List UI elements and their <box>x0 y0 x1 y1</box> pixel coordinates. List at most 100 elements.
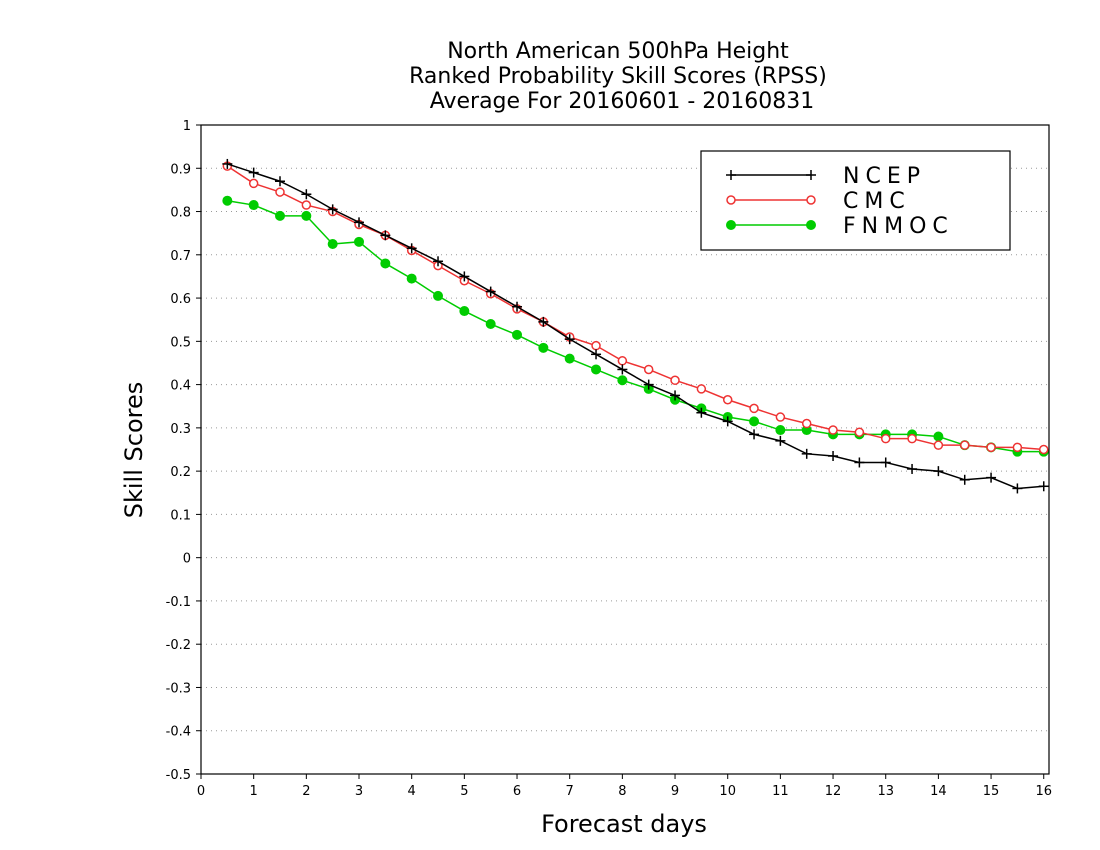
data-point-ncep <box>1038 481 1049 492</box>
legend-item-fnmoc: FNMOC <box>726 214 954 239</box>
x-tick-label: 1 <box>250 784 258 799</box>
y-tick-label: -0.4 <box>166 725 191 740</box>
x-tick-label: 7 <box>566 784 574 799</box>
data-point-fnmoc <box>749 416 760 427</box>
x-tick-label: 9 <box>671 784 679 799</box>
data-point-fnmoc <box>248 200 259 211</box>
data-point-fnmoc <box>933 431 944 442</box>
data-point-cmc <box>933 440 944 450</box>
y-tick-label: -0.2 <box>166 638 191 653</box>
data-point-cmc <box>617 356 628 366</box>
data-point-cmc <box>959 440 970 450</box>
data-point-fnmoc <box>775 425 786 436</box>
x-tick-label: 4 <box>408 784 416 799</box>
x-tick-label: 16 <box>1035 784 1052 799</box>
series-cmc <box>222 161 1049 455</box>
data-point-ncep <box>828 450 839 461</box>
x-tick-label: 6 <box>513 784 521 799</box>
data-point-cmc <box>749 403 759 414</box>
data-point-fnmoc <box>538 342 549 353</box>
legend-item-ncep: NCEP <box>726 164 926 189</box>
data-point-cmc <box>591 340 601 351</box>
axis-ticks: -0.5 -0.4 -0.3 -0.2 -0.1 0 0.1 0.2 0.3 0.4 0.5 0.6 0… <box>166 119 1052 799</box>
y-tick-label: 0.8 <box>170 206 191 221</box>
y-tick-label: 0.1 <box>170 508 191 523</box>
data-point-cmc <box>854 427 865 437</box>
data-point-ncep <box>749 429 760 440</box>
y-tick-label: 0.3 <box>170 422 191 437</box>
data-point-ncep <box>406 243 417 254</box>
x-tick-label: 11 <box>772 784 789 799</box>
data-point-cmc <box>275 187 285 197</box>
y-tick-label: 0.7 <box>170 249 191 264</box>
x-tick-label: 15 <box>983 784 1000 799</box>
legend-marker-cmc <box>726 195 736 205</box>
data-point-ncep <box>880 457 891 468</box>
y-axis-label: Skill Scores <box>120 382 148 519</box>
data-point-ncep <box>485 286 496 297</box>
data-point-fnmoc <box>617 375 628 386</box>
legend-label-fnmoc: FNMOC <box>843 214 954 239</box>
y-tick-label: 0.6 <box>170 292 191 307</box>
data-point-cmc <box>248 178 259 189</box>
chart-title-line-2: Ranked Probability Skill Scores (RPSS) <box>409 64 827 89</box>
data-point-ncep <box>301 189 312 200</box>
data-point-ncep <box>222 158 233 169</box>
data-point-cmc <box>880 433 891 444</box>
data-point-cmc <box>722 394 733 405</box>
legend-label-cmc: CMC <box>843 189 911 214</box>
plot-frame <box>200 124 1050 775</box>
series-fnmoc <box>222 195 1049 457</box>
series-ncep <box>222 158 1049 494</box>
y-tick-label: -0.1 <box>166 595 191 610</box>
data-point-fnmoc <box>564 353 575 364</box>
legend-marker-cmc <box>806 195 816 205</box>
x-tick-label: 8 <box>618 784 626 799</box>
data-point-cmc <box>1038 444 1049 455</box>
y-tick-label: -0.3 <box>166 681 191 696</box>
data-point-fnmoc <box>354 236 365 247</box>
data-point-fnmoc <box>459 306 470 317</box>
data-point-ncep <box>907 463 918 474</box>
x-tick-label: 0 <box>197 784 205 799</box>
data-point-ncep <box>248 167 259 178</box>
x-tick-label: 10 <box>719 784 736 799</box>
data-point-fnmoc <box>327 238 338 249</box>
x-tick-label: 2 <box>302 784 310 799</box>
data-point-ncep <box>617 364 628 375</box>
x-axis-label: Forecast days <box>541 810 707 838</box>
data-point-cmc <box>907 433 917 444</box>
data-point-ncep <box>959 474 970 485</box>
legend-marker-ncep <box>806 170 816 180</box>
data-point-ncep <box>801 448 812 459</box>
data-point-fnmoc <box>301 210 312 221</box>
legend-marker-ncep <box>726 170 736 180</box>
data-point-fnmoc <box>275 210 286 221</box>
x-tick-label: 3 <box>355 784 363 799</box>
x-tick-label: 12 <box>825 784 842 799</box>
data-point-cmc <box>1012 442 1023 453</box>
data-point-cmc <box>670 375 680 386</box>
data-point-cmc <box>301 200 312 210</box>
data-point-ncep <box>433 256 444 267</box>
y-tick-label: 0.4 <box>170 379 191 394</box>
data-point-ncep <box>775 435 786 446</box>
data-point-cmc <box>775 412 786 422</box>
data-point-cmc <box>643 364 654 375</box>
legend-item-cmc: CMC <box>726 189 911 214</box>
data-point-ncep <box>380 230 391 241</box>
data-point-cmc <box>696 384 707 394</box>
data-point-cmc <box>986 442 996 453</box>
data-point-ncep <box>670 390 681 401</box>
data-point-fnmoc <box>433 290 444 301</box>
series-line-ncep <box>227 163 1044 490</box>
data-point-cmc <box>828 425 838 435</box>
x-tick-label: 13 <box>877 784 894 799</box>
y-tick-label: 0.2 <box>170 465 191 480</box>
legend-label-ncep: NCEP <box>843 164 926 189</box>
y-tick-label: 1 <box>183 119 191 134</box>
chart-title-line-3: Average For 20160601 - 20160831 <box>430 89 815 114</box>
data-point-ncep <box>354 217 365 228</box>
